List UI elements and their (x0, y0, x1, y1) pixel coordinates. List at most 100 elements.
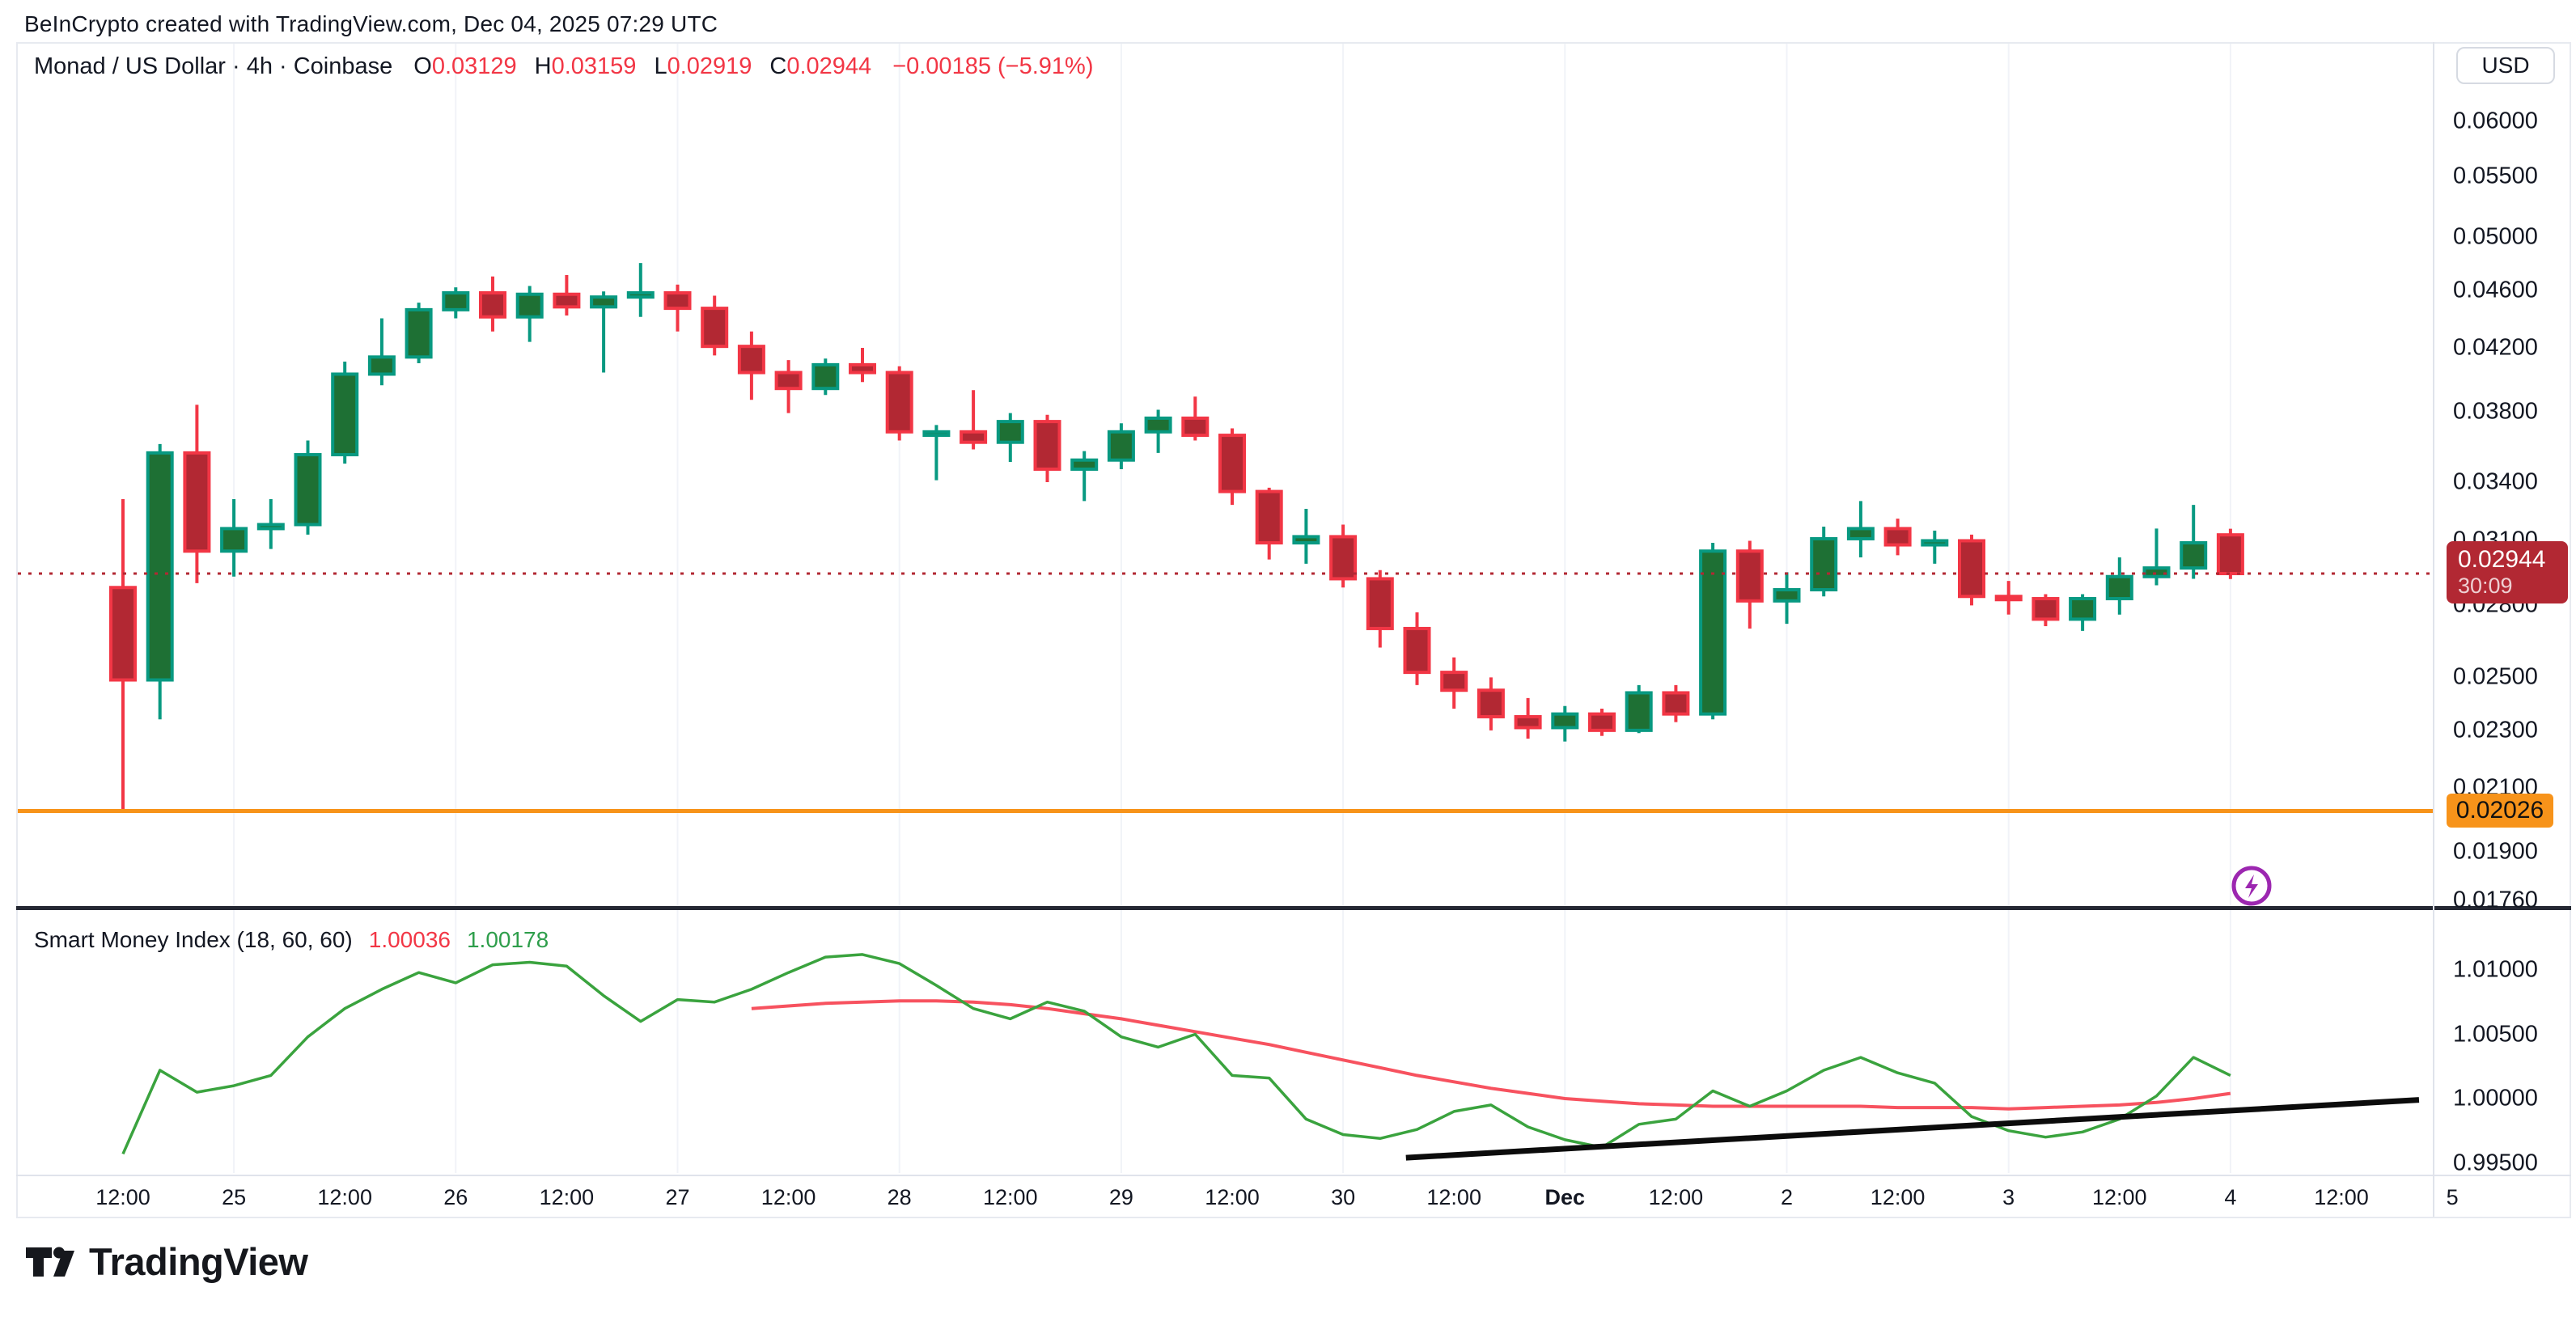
tradingview-logo[interactable]: TradingView (24, 1239, 308, 1284)
candle-body (737, 345, 765, 375)
tradingview-logo-text: TradingView (89, 1240, 308, 1283)
chart-frame (16, 42, 2571, 1218)
candle-body (1921, 539, 1949, 547)
price-tick-label: 0.02500 (2453, 663, 2538, 690)
symbol-legend[interactable]: Monad / US Dollar · 4h · Coinbase O0.031… (34, 53, 1094, 80)
candle-body (590, 295, 618, 309)
bar-countdown: 30:09 (2458, 574, 2513, 598)
candle-body (1292, 535, 1320, 545)
candle-body (109, 586, 137, 682)
candle-body (553, 292, 581, 309)
candle-body (1810, 536, 1838, 592)
candle-body (1514, 714, 1542, 730)
time-tick-label: 12:00 (539, 1185, 595, 1209)
time-tick-label: 2 (1780, 1185, 1794, 1209)
candle-body (1366, 577, 1394, 630)
smi-line (121, 953, 2231, 1155)
time-tick-label: 3 (2002, 1185, 2015, 1209)
candle-body (922, 430, 951, 438)
time-tick-label: 27 (665, 1185, 690, 1209)
last-price-value: 0.02944 (2458, 546, 2546, 573)
close-value: C0.02944 (769, 53, 872, 79)
candle-body (1329, 535, 1358, 581)
price-tick-label: 0.06000 (2453, 108, 2538, 134)
candle-body (774, 371, 803, 391)
indicator-legend[interactable]: Smart Money Index (18, 60, 60) 1.00036 1… (34, 927, 549, 953)
pane-separator[interactable] (16, 906, 2571, 910)
time-tick-label: Dec (1544, 1185, 1586, 1209)
low-value: L0.02919 (654, 53, 752, 79)
candle-body (1181, 416, 1210, 438)
drawn-trendline[interactable] (1405, 1097, 2420, 1161)
candle-body (1846, 527, 1875, 540)
smi-ma-line (751, 999, 2231, 1111)
time-tick-label: 12:00 (1648, 1185, 1704, 1209)
candle-body (1994, 595, 2023, 602)
candle-body (2216, 533, 2244, 576)
time-tick-label: 12:00 (761, 1185, 816, 1209)
candle-body (2069, 597, 2097, 621)
candle-body (1218, 434, 1246, 493)
candle-body (1477, 688, 1505, 718)
candle-body (701, 307, 729, 349)
candle-body (1773, 588, 1801, 603)
indicator-red-value: 1.00036 (368, 927, 451, 952)
candle-body (256, 523, 285, 531)
alert-lightning-badge[interactable] (2231, 866, 2272, 906)
candle-body (1625, 691, 1653, 732)
price-axis[interactable]: 0.06000 0.05500 0.05000 0.04600 0.04200 0.038… (2438, 42, 2574, 1218)
candle-body (2180, 541, 2208, 570)
alert-price-label[interactable]: 0.02026 (2447, 794, 2553, 828)
time-tick-label: 28 (887, 1185, 912, 1209)
lightning-icon (2245, 874, 2258, 898)
indicator-green-value: 1.00178 (466, 927, 549, 952)
candle-body (2032, 597, 2060, 621)
time-tick-label: 30 (1331, 1185, 1356, 1209)
candle-body (405, 307, 433, 359)
time-tick-label: 5 (2446, 1185, 2459, 1209)
candle-body (996, 420, 1024, 444)
indicator-title[interactable]: Smart Money Index (18, 60, 60) (34, 927, 353, 952)
candle-body (1033, 420, 1061, 471)
price-tick-label: 0.01760 (2453, 887, 2538, 913)
tradingview-logo-icon (26, 1247, 74, 1277)
candle-body (1551, 712, 1579, 730)
candle-body (1440, 671, 1468, 692)
candle-body (1403, 626, 1431, 675)
candle-body (626, 291, 655, 299)
candle-body (960, 430, 988, 444)
time-tick-label: 12:00 (983, 1185, 1038, 1209)
candle-body (1958, 539, 1985, 599)
candle-body (1107, 430, 1135, 462)
high-value: H0.03159 (534, 53, 637, 79)
candle-body (515, 292, 544, 319)
indicator-tick-label: 0.99500 (2453, 1150, 2538, 1175)
candle-body (2105, 574, 2133, 601)
candle-body (1588, 712, 1616, 732)
time-tick-label: 12:00 (1870, 1185, 1926, 1209)
candle-body (220, 527, 248, 553)
time-tick-label: 12:00 (2092, 1185, 2147, 1209)
currency-toggle-button[interactable]: USD (2456, 47, 2555, 84)
last-price-label: 0.02944 30:09 (2447, 541, 2568, 603)
change-value: −0.00185 (−5.91%) (892, 53, 1094, 79)
candle-body (146, 451, 174, 682)
time-axis[interactable]: 12:00 25 12:00 26 12:00 27 12:00 28 12:00 29 12:00… (16, 1177, 2571, 1219)
time-tick-label: 26 (443, 1185, 468, 1209)
symbol-title[interactable]: Monad / US Dollar · 4h · Coinbase (34, 53, 393, 79)
candle-body (1070, 458, 1099, 471)
candle-body (331, 372, 359, 457)
candle-body (479, 291, 506, 319)
candle-body (294, 453, 322, 527)
indicator-tick-label: 1.01000 (2453, 956, 2538, 983)
candle-body (1662, 691, 1690, 716)
time-tick-label: 29 (1108, 1185, 1133, 1209)
time-tick-label: 25 (222, 1185, 247, 1209)
candle-body (2142, 566, 2171, 578)
watermark-note: BeInCrypto created with TradingView.com,… (24, 11, 718, 36)
time-tick-label: 12:00 (95, 1185, 150, 1209)
time-tick-label: 12:00 (2314, 1185, 2369, 1209)
open-value: O0.03129 (413, 53, 517, 79)
